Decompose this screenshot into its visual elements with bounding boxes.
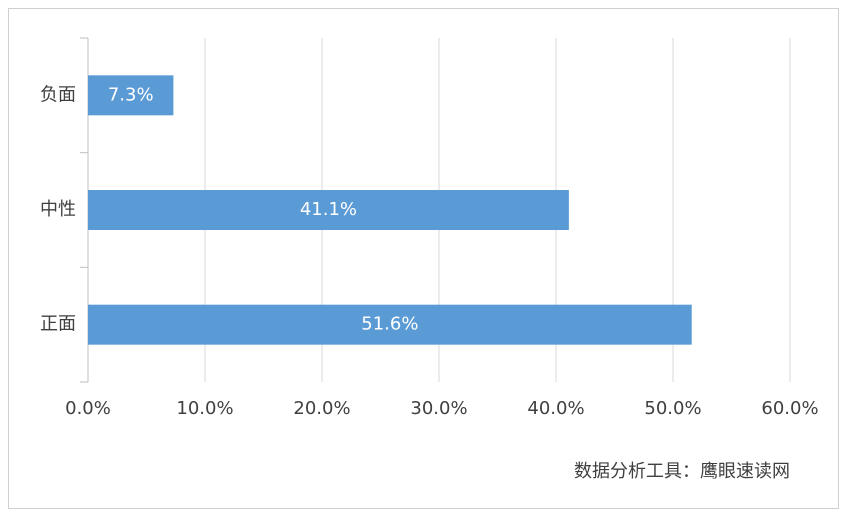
- data-label: 7.3%: [108, 84, 154, 105]
- x-tick-label: 0.0%: [65, 398, 111, 419]
- bar: [88, 304, 692, 345]
- y-tick-label: 中性: [40, 199, 76, 220]
- x-tick-label: 60.0%: [761, 398, 818, 419]
- bar: [88, 190, 569, 230]
- source-note: 数据分析工具：鹰眼速读网: [574, 461, 790, 482]
- y-tick-label: 负面: [40, 84, 76, 105]
- bar: [88, 75, 174, 116]
- x-tick-label: 40.0%: [527, 398, 584, 419]
- data-label: 41.1%: [300, 199, 357, 220]
- x-tick-label: 30.0%: [410, 398, 467, 419]
- data-label: 51.6%: [361, 314, 418, 335]
- y-tick-label: 正面: [40, 314, 76, 335]
- x-tick-label: 20.0%: [293, 398, 350, 419]
- x-tick-label: 10.0%: [176, 398, 233, 419]
- x-tick-label: 50.0%: [644, 398, 701, 419]
